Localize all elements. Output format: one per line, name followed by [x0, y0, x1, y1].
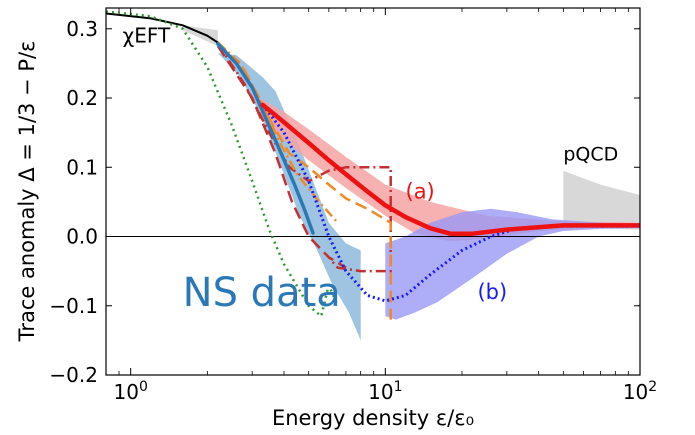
axis-ticks: −0.2 −0.1 0.0 0.1 0.2 0.3 100 101 102: [49, 8, 657, 404]
black-line: [106, 12, 219, 44]
data-series: [106, 10, 640, 320]
orange-dashdot-line: [217, 41, 339, 224]
steel-solid-line: [216, 42, 315, 235]
label-b-annotation: (b): [477, 280, 507, 304]
x-axis-label: Energy density ε/ε₀: [272, 406, 474, 430]
y-tick-label: −0.1: [49, 294, 98, 318]
y-tick-label: 0.1: [66, 155, 98, 179]
annotations: χEFT pQCD NS data (a) (b): [123, 24, 619, 316]
darkred-dashed-line: [216, 45, 347, 269]
chieft-band: [182, 25, 218, 47]
y-axis-label: Trace anomaly Δ = 1/3 − P/ε: [15, 41, 39, 343]
red-solid-line: [260, 102, 640, 236]
green-dotted-line: [106, 10, 339, 318]
label-a-annotation: (a): [406, 179, 435, 203]
x-tick-label: 100: [113, 379, 147, 404]
chieft-annotation: χEFT: [123, 24, 171, 48]
darkred-dashdot-line: [216, 43, 392, 273]
plot-frame: [105, 7, 641, 376]
x-tick-label: 101: [368, 379, 402, 404]
y-tick-label: 0.0: [66, 225, 98, 249]
y-tick-label: −0.2: [49, 363, 98, 387]
y-tick-label: 0.3: [66, 17, 98, 41]
pqcd-band: [563, 170, 640, 230]
pqcd-annotation: pQCD: [563, 143, 618, 165]
y-tick-label: 0.2: [66, 86, 98, 110]
ns-data-annotation: NS data: [183, 270, 341, 316]
x-tick-label: 102: [623, 379, 657, 404]
